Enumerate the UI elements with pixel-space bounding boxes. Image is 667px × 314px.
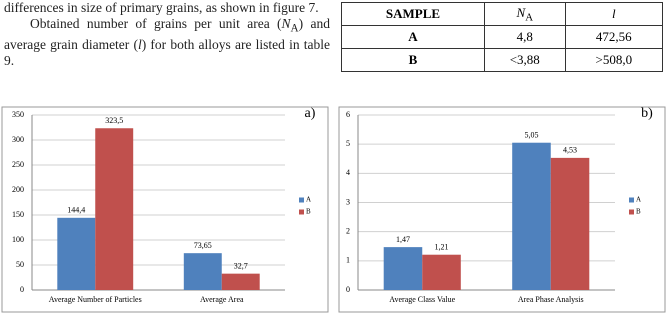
cell: B (341, 48, 485, 72)
text: ) and average grain diameter ( (4, 16, 330, 52)
legend-label: A (306, 196, 311, 204)
y-tick-label: 6 (346, 110, 350, 119)
symbol: N (281, 16, 291, 31)
symbol: l (611, 6, 616, 21)
body-text: differences in size of primary grains, a… (4, 0, 330, 69)
y-tick-label: 4 (346, 168, 350, 177)
bar (550, 157, 590, 290)
value-label: 1,47 (396, 235, 410, 244)
data-table: SAMPLE NA l A 4,8 472,56 B <3,88 >508,0 (341, 2, 664, 72)
y-tick-label: 0 (346, 285, 350, 294)
y-tick-label: 350 (12, 110, 24, 119)
paragraph: differences in size of primary grains, a… (4, 0, 319, 15)
y-tick-label: 100 (12, 235, 24, 244)
table-header: SAMPLE NA l (341, 2, 664, 26)
y-tick-label: 0 (20, 285, 24, 294)
x-tick-label: Area Phase Analysis (518, 295, 584, 304)
legend-swatch (299, 197, 304, 203)
text: Obtained number of grains per unit area … (30, 16, 282, 31)
bar (422, 254, 461, 290)
bar (512, 142, 551, 290)
subscript: A (525, 11, 534, 24)
bar (183, 253, 222, 290)
y-tick-label: 5 (346, 139, 350, 148)
value-label: 323,5 (105, 116, 123, 125)
value-label: 4,53 (563, 146, 577, 155)
legend-label: B (636, 208, 641, 216)
legend-label: A (636, 196, 641, 204)
value-label: 5,05 (524, 131, 538, 140)
value-label: 73,65 (194, 241, 212, 250)
paragraph: Obtained number of grains per unit area … (4, 16, 330, 69)
chart-frame (338, 106, 666, 313)
cell: >508,0 (564, 48, 664, 72)
subscript: A (290, 22, 299, 35)
y-tick-label: 200 (12, 185, 24, 194)
legend-label: B (306, 208, 311, 216)
y-tick-label: 300 (12, 135, 24, 144)
x-tick-label: Average Number of Particles (49, 295, 142, 304)
bar (95, 128, 134, 290)
y-tick-label: 1 (346, 256, 350, 265)
cell: <3,88 (483, 48, 566, 72)
value-label: 32,7 (234, 261, 248, 270)
panel-label: b) (641, 106, 653, 121)
bar (221, 273, 260, 290)
cell: 472,56 (564, 25, 664, 49)
value-label: 144,4 (67, 206, 85, 215)
legend-swatch (299, 209, 304, 215)
symbol: l (137, 36, 142, 52)
y-tick-label: 250 (12, 160, 24, 169)
y-tick-label: 150 (12, 210, 24, 219)
value-label: 1,21 (435, 243, 449, 252)
symbol: N (516, 4, 526, 20)
y-tick-label: 2 (346, 226, 350, 235)
y-tick-label: 3 (346, 197, 350, 206)
table-row: B <3,88 >508,0 (341, 48, 664, 72)
chart-frame (1, 106, 329, 313)
legend-swatch (629, 197, 634, 203)
header-cell: SAMPLE (341, 2, 485, 26)
legend-swatch (629, 209, 634, 215)
bar (57, 217, 96, 290)
bar (383, 247, 423, 290)
text: ) for both alloys are listed in table 9. (4, 36, 330, 68)
y-tick-label: 50 (16, 260, 24, 269)
x-tick-label: Average Area (200, 295, 244, 304)
panel-label: a) (305, 106, 316, 121)
x-tick-label: Average Class Value (389, 295, 455, 304)
